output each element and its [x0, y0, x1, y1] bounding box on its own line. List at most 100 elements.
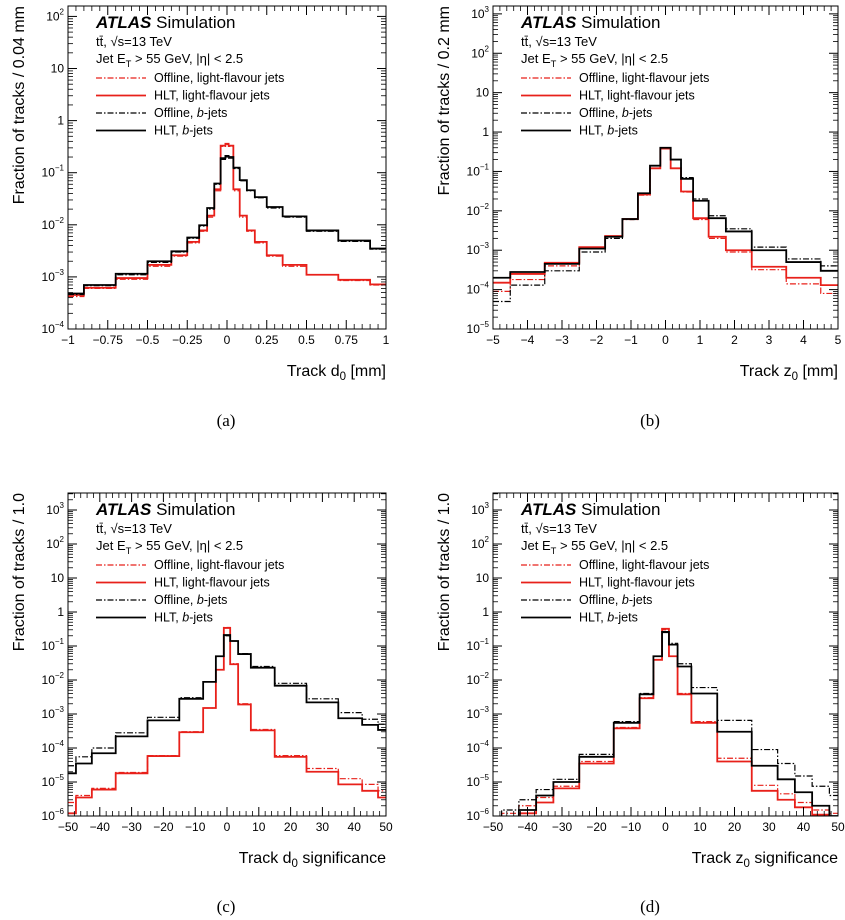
x-tick-label: −30 — [121, 820, 142, 834]
x-tick-label: 0.75 — [335, 333, 359, 347]
x-tick-label: 50 — [831, 820, 845, 834]
series-line-hlt-light-flavour-jets — [68, 627, 386, 815]
y-tick-label: 10−6 — [42, 807, 65, 823]
x-tick-label: 30 — [316, 820, 330, 834]
x-tick-label: −10 — [621, 820, 642, 834]
legend-label: HLT, light-flavour jets — [154, 89, 270, 103]
process-label: tt̄, √s=13 TeV — [521, 521, 597, 536]
process-label: tt̄, √s=13 TeV — [521, 34, 597, 49]
x-tick-label: 4 — [800, 333, 807, 347]
x-tick-label: −30 — [552, 820, 573, 834]
y-tick-label: 10−1 — [467, 162, 490, 178]
x-tick-label: 2 — [731, 333, 738, 347]
x-axis-label: Track z0 [mm] — [740, 363, 838, 383]
legend-label: Offline, b-jets — [579, 593, 652, 607]
legend-label: Offline, light-flavour jets — [154, 71, 284, 85]
legend-label: Offline, b-jets — [154, 593, 227, 607]
x-tick-label: −50 — [58, 820, 79, 834]
cut-label: Jet ET > 55 GeV, |η| < 2.5 — [96, 51, 243, 69]
y-tick-label: 1 — [482, 125, 489, 139]
atlas-label: ATLAS Simulation — [520, 13, 661, 32]
series-line-hlt-b-jets — [517, 630, 838, 816]
x-tick-label: −3 — [555, 333, 569, 347]
y-tick-label: 10−4 — [42, 320, 65, 336]
x-tick-label: −0.75 — [93, 333, 124, 347]
chart-panel-c: −50 −40 −30 −20 −10 0 10 20 30 40 50 10−6 10−5 10−4 10… — [11, 492, 393, 916]
y-tick-label: 10−4 — [467, 281, 490, 297]
x-tick-label: 0 — [224, 333, 231, 347]
x-tick-label: 1 — [697, 333, 704, 347]
y-tick-label: 10−4 — [42, 739, 65, 755]
y-tick-label: 10−3 — [42, 705, 65, 721]
legend-label: HLT, light-flavour jets — [154, 576, 270, 590]
y-tick-label: 10−5 — [467, 773, 490, 789]
series-line-offline-b-jets — [501, 631, 838, 816]
legend-label: Offline, light-flavour jets — [579, 558, 709, 572]
y-tick-label: 102 — [471, 44, 489, 60]
legend-label: HLT, light-flavour jets — [579, 89, 695, 103]
y-tick-label: 1 — [57, 114, 64, 128]
y-tick-label: 1 — [482, 605, 489, 619]
legend-label: HLT, b-jets — [579, 124, 638, 138]
y-tick-label: 10−3 — [467, 241, 490, 257]
y-tick-label: 10−2 — [42, 671, 65, 687]
atlas-label: ATLAS Simulation — [95, 13, 236, 32]
y-axis-label: Fraction of tracks / 0.04 mm — [11, 6, 28, 204]
x-tick-label: −20 — [153, 820, 174, 834]
x-tick-label: 0 — [662, 333, 669, 347]
legend-label: Offline, b-jets — [154, 106, 227, 120]
x-tick-label: 10 — [252, 820, 266, 834]
x-tick-label: −2 — [590, 333, 604, 347]
y-tick-label: 10 — [51, 62, 65, 76]
x-tick-label: 0 — [662, 820, 669, 834]
atlas-label: ATLAS Simulation — [520, 500, 661, 519]
x-tick-label: 30 — [762, 820, 776, 834]
series-line-hlt-b-jets — [493, 146, 838, 279]
series-line-hlt-b-jets — [68, 155, 386, 295]
x-tick-label: 20 — [728, 820, 742, 834]
x-tick-label: 0.25 — [255, 333, 279, 347]
x-tick-label: −1 — [61, 333, 75, 347]
y-tick-label: 102 — [46, 535, 64, 551]
y-axis-label: Fraction of tracks / 0.2 mm — [436, 6, 453, 195]
chart-panel-b: −5 −4 −3 −2 −1 0 1 2 3 4 5 10−5 10−4 10−3 10−2 10−1 1 10 1… — [436, 5, 842, 430]
y-tick-label: 10−2 — [467, 671, 490, 687]
y-tick-label: 102 — [471, 535, 489, 551]
y-tick-label: 102 — [46, 7, 64, 23]
legend-label: HLT, b-jets — [154, 124, 213, 138]
y-tick-label: 10−4 — [467, 739, 490, 755]
x-axis-label: Track z0 significance — [692, 850, 838, 870]
panel-caption: (a) — [217, 411, 236, 430]
x-tick-label: 3 — [766, 333, 773, 347]
y-tick-label: 10−1 — [42, 164, 65, 180]
x-tick-label: −0.5 — [136, 333, 160, 347]
x-tick-label: −0.25 — [172, 333, 203, 347]
x-tick-label: 20 — [284, 820, 298, 834]
x-tick-label: 5 — [835, 333, 842, 347]
x-tick-label: −40 — [90, 820, 111, 834]
x-tick-label: 40 — [348, 820, 362, 834]
chart-panel-a: −1 −0.75 −0.5 −0.25 0 0.25 0.5 0.75 1 10−4 10−3 10−… — [11, 5, 390, 430]
y-tick-label: 10−3 — [42, 268, 65, 284]
y-tick-label: 103 — [46, 501, 64, 517]
x-tick-label: 10 — [693, 820, 707, 834]
y-tick-label: 103 — [471, 5, 489, 21]
y-tick-label: 10−3 — [467, 705, 490, 721]
legend-label: HLT, b-jets — [579, 611, 638, 625]
x-axis-label: Track d0 significance — [239, 850, 386, 870]
x-axis-label: Track d0 [mm] — [287, 363, 386, 383]
cut-label: Jet ET > 55 GeV, |η| < 2.5 — [96, 538, 243, 556]
y-tick-label: 103 — [471, 501, 489, 517]
legend-label: Offline, light-flavour jets — [154, 558, 284, 572]
series-line-offline-light-flavour-jets — [501, 629, 838, 816]
atlas-label: ATLAS Simulation — [95, 500, 236, 519]
legend-label: Offline, light-flavour jets — [579, 71, 709, 85]
legend-label: HLT, light-flavour jets — [579, 576, 695, 590]
series-line-hlt-light-flavour-jets — [68, 142, 386, 296]
y-axis-label: Fraction of tracks / 1.0 — [436, 493, 453, 651]
y-tick-label: 10 — [476, 86, 490, 100]
x-tick-label: −10 — [185, 820, 206, 834]
y-tick-label: 10−5 — [42, 773, 65, 789]
x-tick-label: −1 — [624, 333, 638, 347]
series-line-hlt-light-flavour-jets — [517, 627, 831, 816]
